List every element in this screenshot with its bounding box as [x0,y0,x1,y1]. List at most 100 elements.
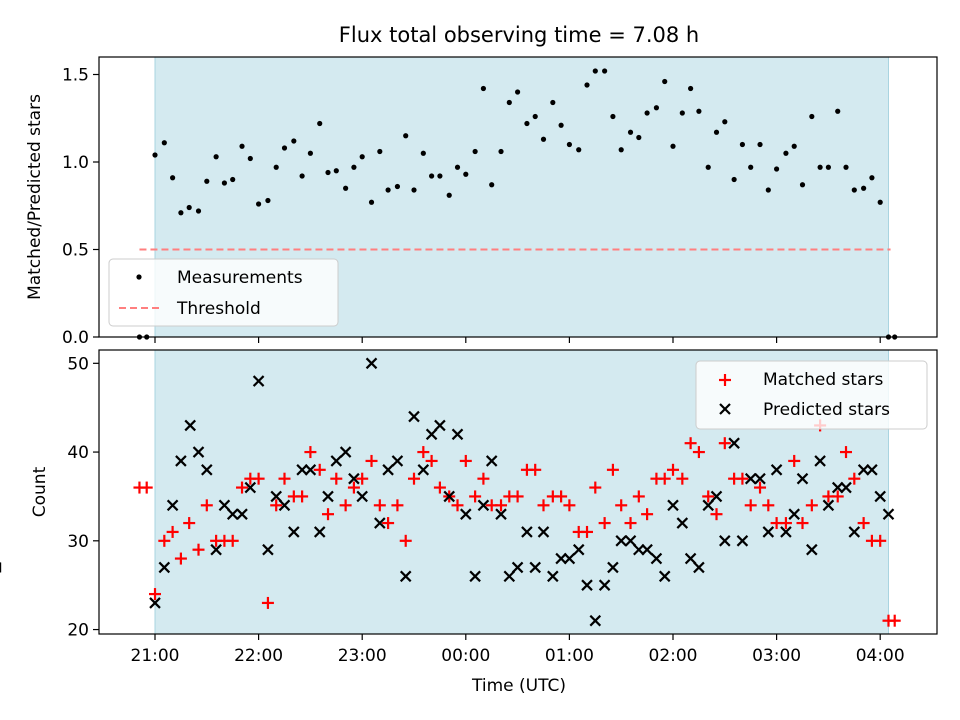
matched-star-point [874,534,887,547]
predicted-star-point [840,481,852,494]
predicted-star-point [831,481,844,494]
measurement-point [170,175,176,181]
predicted-star-point [754,472,766,485]
legend-predicted-marker [719,403,731,415]
x-tick-label: 04:00 [856,646,905,666]
predicted-star-point [822,499,835,512]
matched-star-point [495,499,508,512]
measurement-point [765,187,771,193]
measurement-point [869,175,875,181]
matched-star-point [615,499,628,512]
measurement-point [688,85,694,92]
measurement-point [359,154,365,160]
matched-star-point [451,499,464,512]
predicted-star-point [434,419,446,432]
predicted-star-point [382,464,394,476]
predicted-star-point [443,490,456,503]
predicted-star-point [278,499,291,512]
predicted-star-point [728,437,740,449]
matched-star-point [848,472,861,485]
predicted-star-point [296,464,308,476]
measurement-point [385,187,391,193]
measurement-point [152,152,158,158]
predicted-star-point [356,490,368,503]
top-y-axis-label: Matched/Predicted stars [25,94,45,300]
matched-star-point [692,446,705,459]
predicted-star-point [210,543,222,556]
matched-star-point [511,490,524,503]
matched-star-point [149,588,161,601]
predicted-star-point [676,517,689,529]
predicted-star-point [511,561,524,574]
matched-star-point [425,454,438,467]
matched-star-point [888,614,901,627]
matched-star-point [762,499,775,512]
y-tick-label: 40 [67,443,89,463]
measurement-point [783,150,789,156]
predicted-star-point [288,526,300,538]
predicted-star-point [684,552,697,565]
matched-star-point [356,472,369,485]
matched-star-point [840,446,853,459]
predicted-star-point [408,410,420,423]
legend-matched-label: Matched stars [763,370,883,390]
measurement-point [809,113,815,120]
x-tick-label: 03:00 [752,646,801,666]
legend-predicted-label: Predicted stars [763,400,890,420]
measurement-point [506,99,512,106]
matched-star-point [278,472,291,485]
measurement-point [178,210,184,216]
measurement-point [722,119,728,125]
top-axes-frame [98,56,938,338]
measurement-point [186,204,192,211]
matched-star-point [322,508,335,521]
matched-star-point [632,490,645,503]
bottom-y-axis-label: Count [30,466,50,517]
x-tick-label: 02:00 [649,646,698,666]
measurement-point [230,176,236,183]
predicted-star-point [322,490,334,503]
matched-star-point [373,499,386,512]
measurement-point [679,110,685,116]
measurement-point [403,133,409,139]
predicted-star-point [866,464,878,476]
measurement-point [748,164,754,170]
matched-star-point [226,534,239,547]
measurement-point [713,129,720,135]
x-tick-label: 23:00 [338,646,387,666]
predicted-star-point [719,535,731,547]
matched-star-point [581,525,594,538]
matched-star-point [399,534,412,547]
matched-star-point [796,517,809,530]
measurement-point [662,78,668,85]
measurement-point [472,148,478,155]
predicted-star-point [641,543,653,556]
measurement-point [213,154,219,160]
matched-star-point [236,481,249,494]
bottom-y-ticks: 20 30 40 50 [67,354,99,641]
measurement-points [136,68,898,340]
predicted-star-point [503,570,516,583]
x-tick-label: 22:00 [234,646,283,666]
measurement-point [696,108,702,114]
measurement-point [843,164,849,170]
matched-star-point [805,499,818,512]
matched-star-point [676,472,689,485]
measurement-point [653,105,660,111]
measurement-point [489,182,495,188]
matched-star-point [658,472,671,485]
predicted-star-point [236,508,248,520]
measurement-point [540,136,547,142]
measurement-point [835,108,841,114]
matched-star-point [296,490,309,503]
measurement-point [791,143,797,149]
measurement-point [195,208,202,214]
predicted-star-point [615,535,627,547]
predicted-star-point [633,543,645,556]
predicted-star-point [339,446,352,458]
measurement-point [351,164,357,170]
predicted-star-point [226,508,239,520]
matched-star-point [702,490,715,503]
predicted-star-point [572,543,585,556]
